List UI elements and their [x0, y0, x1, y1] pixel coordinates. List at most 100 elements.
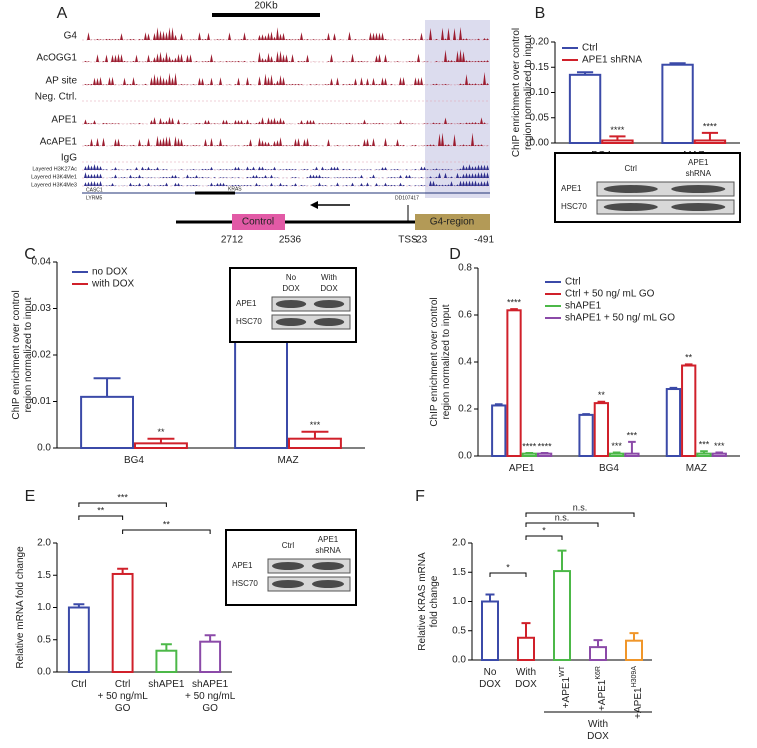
peak — [204, 168, 207, 170]
peak — [471, 83, 474, 85]
peak — [207, 32, 210, 40]
peak — [327, 84, 330, 85]
peak — [411, 123, 414, 124]
peak — [423, 166, 426, 170]
peak — [114, 167, 117, 170]
peak — [387, 145, 390, 146]
peak — [447, 84, 450, 85]
peak — [345, 169, 348, 170]
peak — [186, 123, 189, 124]
peak — [273, 166, 276, 170]
peak — [114, 54, 117, 62]
track-label: Neg. Ctrl. — [35, 92, 77, 103]
peak — [156, 185, 159, 186]
peak — [183, 144, 186, 146]
x-tick-label: MAZ — [686, 463, 707, 474]
peak — [93, 164, 96, 170]
peak — [432, 180, 435, 186]
peak — [276, 51, 279, 62]
blot-band — [312, 580, 344, 588]
peak — [291, 184, 294, 186]
peak — [156, 76, 159, 85]
peak — [474, 122, 477, 124]
peak — [243, 32, 246, 40]
peak — [153, 168, 156, 170]
peak — [93, 120, 96, 124]
track-label: Layered H3K27Ac — [32, 166, 77, 172]
peak — [87, 164, 90, 170]
blot-header-line: No — [286, 273, 297, 282]
peak — [246, 166, 249, 170]
peak — [420, 32, 423, 40]
peak — [186, 54, 189, 62]
peak — [459, 49, 462, 62]
peak — [126, 83, 129, 85]
peak — [402, 123, 405, 124]
x-tick-label: No DOX — [479, 667, 501, 690]
x-tick-label: Ctrl + 50 ng/mL GO — [97, 679, 148, 714]
peak — [435, 176, 438, 178]
blot-band — [671, 185, 726, 193]
peak — [249, 168, 252, 170]
y-axis-label-line: fold change — [429, 575, 440, 627]
peak — [219, 138, 222, 146]
peak — [291, 177, 294, 178]
peak — [399, 182, 402, 186]
peak — [84, 119, 87, 124]
peak — [138, 38, 141, 40]
peak — [204, 84, 207, 85]
bar — [696, 452, 712, 457]
y-tick-label: 0.15 — [530, 62, 550, 73]
comparison-bracket — [122, 529, 211, 534]
peak — [303, 60, 306, 62]
peak — [486, 172, 489, 178]
peak — [357, 123, 360, 124]
peak — [246, 176, 249, 178]
peak — [324, 185, 327, 186]
peak — [300, 145, 303, 146]
blot-row-label: HSC70 — [561, 202, 587, 211]
peak — [471, 122, 474, 124]
peak — [363, 119, 366, 124]
peak — [228, 84, 231, 85]
peak — [270, 118, 273, 124]
peak — [108, 185, 111, 186]
peak — [186, 145, 189, 146]
peak — [441, 168, 444, 170]
peak — [312, 145, 315, 146]
legend-label: shAPE1 — [565, 301, 602, 312]
error-bar — [147, 437, 175, 444]
peak — [156, 27, 159, 40]
peak — [336, 145, 339, 146]
peak — [270, 74, 273, 85]
peak — [462, 83, 465, 85]
peak — [255, 182, 258, 186]
peak — [462, 51, 465, 62]
peak — [378, 123, 381, 124]
peak — [375, 32, 378, 40]
peak — [99, 181, 102, 186]
peak — [327, 123, 330, 124]
blot-header-line: APE1 — [688, 158, 709, 167]
error-bar — [494, 403, 503, 406]
x-tick-label-line: BG4 — [124, 455, 144, 466]
peak — [99, 166, 102, 170]
peak — [369, 84, 372, 85]
peak — [207, 120, 210, 124]
peak — [432, 144, 435, 146]
peak — [258, 176, 261, 178]
peak — [117, 123, 120, 124]
peak — [222, 169, 225, 170]
peak — [99, 39, 102, 40]
peak — [402, 76, 405, 85]
peak — [93, 77, 96, 85]
peak — [225, 169, 228, 170]
bar — [134, 442, 188, 450]
peak — [204, 61, 207, 62]
peak — [135, 54, 138, 62]
peak — [465, 60, 468, 62]
peak — [249, 122, 252, 124]
peak — [177, 182, 180, 186]
peak — [240, 169, 243, 170]
peak — [210, 166, 213, 170]
